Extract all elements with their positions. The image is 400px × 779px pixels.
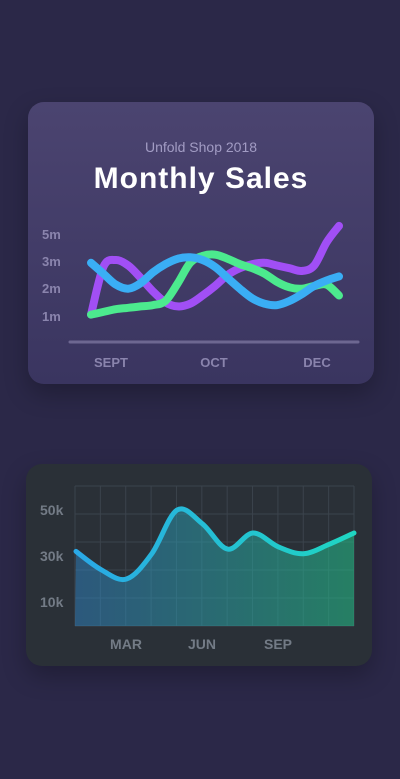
chart-subtitle: Unfold Shop 2018 [144, 139, 258, 155]
x-tick-label: JUN [188, 636, 216, 652]
x-tick-label: SEP [264, 636, 292, 652]
monthly-sales-card: Unfold Shop 2018 Monthly Sales 1m 2m 3m 5m S… [28, 102, 374, 384]
y-tick-label: 3m [42, 254, 61, 269]
y-tick-label: 1m [42, 309, 61, 324]
area-line [73, 506, 357, 583]
series-line [87, 253, 343, 310]
series-line [87, 221, 343, 319]
chart-title: Monthly Sales [93, 162, 309, 195]
y-tick-label: 50k [40, 502, 64, 518]
x-tick-label: DEC [303, 355, 331, 370]
y-tick-label: 5m [42, 227, 61, 242]
area-chart-card: 10k 30k 50k MAR JUN SEP [26, 464, 372, 666]
y-tick-label: 10k [40, 594, 64, 610]
y-tick-label: 30k [40, 548, 64, 564]
x-tick-label: OCT [200, 355, 228, 370]
area-fill [75, 508, 354, 626]
area-chart: 10k 30k 50k MAR JUN SEP [40, 485, 357, 652]
y-tick-label: 2m [42, 281, 61, 296]
x-tick-label: MAR [110, 636, 142, 652]
series-line [87, 250, 343, 319]
monthly-sales-chart: 1m 2m 3m 5m SEPT OCT DEC [42, 221, 360, 370]
x-tick-label: SEPT [94, 355, 128, 370]
